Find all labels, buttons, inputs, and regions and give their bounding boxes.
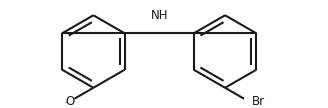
Text: NH: NH bbox=[151, 9, 168, 22]
Text: Br: Br bbox=[252, 95, 265, 108]
Text: O: O bbox=[66, 95, 75, 108]
